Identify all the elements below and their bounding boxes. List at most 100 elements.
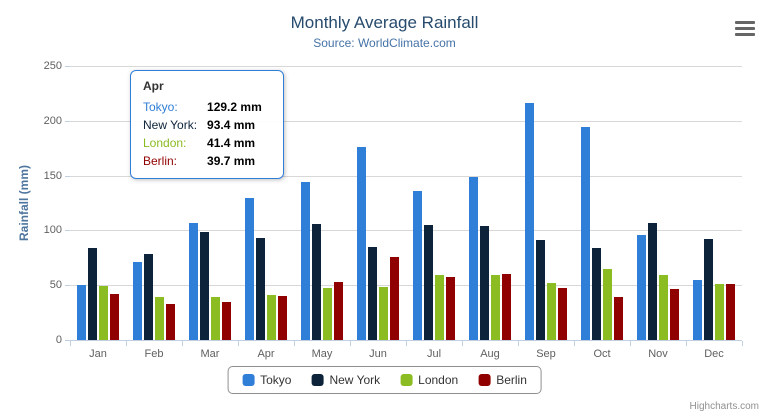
tooltip-row: New York: 93.4 mm	[143, 116, 262, 134]
credits-link[interactable]: Highcharts.com	[689, 401, 759, 412]
bar-new-york-mar[interactable]	[200, 232, 209, 340]
bar-london-jul[interactable]	[435, 275, 444, 340]
bar-london-mar[interactable]	[211, 297, 220, 340]
bar-tokyo-dec[interactable]	[693, 280, 702, 340]
bar-new-york-aug[interactable]	[480, 226, 489, 340]
bar-new-york-dec[interactable]	[704, 239, 713, 340]
bar-london-apr[interactable]	[267, 295, 276, 340]
legend-marker	[311, 374, 324, 386]
x-axis-label: Oct	[593, 348, 611, 360]
y-axis-label: 0	[55, 334, 62, 346]
bar-london-dec[interactable]	[715, 284, 724, 340]
legend-item-london[interactable]: London	[400, 373, 458, 387]
y-axis-label: 50	[49, 279, 62, 291]
legend: Tokyo New York London Berlin	[227, 366, 542, 394]
x-axis-tick	[70, 341, 71, 346]
legend-item-berlin[interactable]: Berlin	[478, 373, 527, 387]
bar-berlin-aug[interactable]	[502, 274, 511, 340]
bar-berlin-dec[interactable]	[726, 284, 735, 340]
bar-tokyo-feb[interactable]	[133, 262, 142, 340]
x-axis-label: Nov	[648, 348, 668, 360]
x-axis-label: Jul	[426, 348, 442, 360]
bar-berlin-may[interactable]	[334, 282, 343, 340]
bar-tokyo-apr[interactable]	[245, 198, 254, 340]
x-axis-line	[70, 340, 742, 341]
bar-new-york-jun[interactable]	[368, 247, 377, 340]
chart-title: Monthly Average Rainfall	[290, 13, 479, 32]
bar-tokyo-jun[interactable]	[357, 147, 366, 340]
bar-new-york-jul[interactable]	[424, 225, 433, 340]
x-axis-tick	[126, 341, 127, 346]
x-axis-tick	[518, 341, 519, 346]
bar-berlin-jul[interactable]	[446, 277, 455, 340]
tooltip-series-value: 129.2 mm	[207, 100, 262, 114]
x-axis-tick	[574, 341, 575, 346]
tooltip-row: Berlin: 39.7 mm	[143, 152, 262, 170]
legend-marker	[400, 374, 413, 386]
bar-new-york-sep[interactable]	[536, 240, 545, 340]
gridline	[70, 121, 742, 122]
hamburger-bar	[735, 21, 755, 24]
gridline	[70, 285, 742, 286]
x-axis-label: Apr	[257, 348, 275, 360]
bar-tokyo-sep[interactable]	[525, 103, 534, 340]
bar-london-sep[interactable]	[547, 283, 556, 340]
tooltip-row: London: 41.4 mm	[143, 134, 262, 152]
bar-new-york-apr[interactable]	[256, 238, 265, 340]
y-axis-label: 150	[43, 170, 62, 182]
hamburger-bar	[735, 33, 755, 36]
plot-area	[70, 66, 742, 341]
bar-tokyo-jan[interactable]	[77, 285, 86, 340]
bar-berlin-jan[interactable]	[110, 294, 119, 340]
tooltip-series-name: New York:	[143, 118, 198, 132]
bar-berlin-nov[interactable]	[670, 289, 679, 340]
bar-berlin-apr[interactable]	[278, 296, 287, 340]
bar-berlin-feb[interactable]	[166, 304, 175, 340]
bar-berlin-oct[interactable]	[614, 297, 623, 340]
tooltip-series-value: 93.4 mm	[207, 118, 256, 132]
bar-london-oct[interactable]	[603, 269, 612, 340]
tooltip-row: Tokyo: 129.2 mm	[143, 98, 262, 116]
bar-london-may[interactable]	[323, 288, 332, 340]
bar-new-york-nov[interactable]	[648, 223, 657, 340]
bar-tokyo-mar[interactable]	[189, 223, 198, 340]
hamburger-menu-icon[interactable]	[735, 21, 755, 36]
bar-london-feb[interactable]	[155, 297, 164, 340]
y-axis-tick	[65, 66, 70, 67]
x-axis-label: Mar	[200, 348, 220, 360]
bar-london-nov[interactable]	[659, 275, 668, 340]
legend-item-new-york[interactable]: New York	[311, 373, 380, 387]
x-axis-tick	[182, 341, 183, 346]
x-axis-tick	[294, 341, 295, 346]
bar-london-jun[interactable]	[379, 287, 388, 340]
bar-london-jan[interactable]	[99, 286, 108, 340]
bar-new-york-feb[interactable]	[144, 254, 153, 340]
bar-tokyo-oct[interactable]	[581, 127, 590, 340]
bar-new-york-oct[interactable]	[592, 248, 601, 340]
bar-tokyo-aug[interactable]	[469, 177, 478, 340]
x-axis-tick	[462, 341, 463, 346]
bar-new-york-jan[interactable]	[88, 248, 97, 340]
bar-tokyo-nov[interactable]	[637, 235, 646, 340]
legend-marker	[242, 374, 255, 386]
bar-new-york-may[interactable]	[312, 224, 321, 340]
tooltip-series-name: Berlin:	[143, 154, 178, 168]
bar-london-aug[interactable]	[491, 275, 500, 340]
bar-berlin-jun[interactable]	[390, 257, 399, 340]
y-axis-tick	[65, 176, 70, 177]
y-axis-label: 200	[43, 115, 62, 127]
legend-label: Tokyo	[260, 373, 292, 387]
legend-item-tokyo[interactable]: Tokyo	[242, 373, 291, 387]
tooltip-series-name: Tokyo:	[143, 100, 178, 114]
hamburger-bar	[735, 27, 755, 30]
bar-berlin-mar[interactable]	[222, 302, 231, 340]
tooltip-series-value: 41.4 mm	[207, 136, 256, 150]
legend-marker	[478, 374, 491, 386]
x-axis-tick	[406, 341, 407, 346]
bar-berlin-sep[interactable]	[558, 288, 567, 340]
x-axis-tick	[238, 341, 239, 346]
x-axis-label: Sep	[536, 348, 556, 360]
bar-tokyo-jul[interactable]	[413, 191, 422, 340]
bar-tokyo-may[interactable]	[301, 182, 310, 340]
